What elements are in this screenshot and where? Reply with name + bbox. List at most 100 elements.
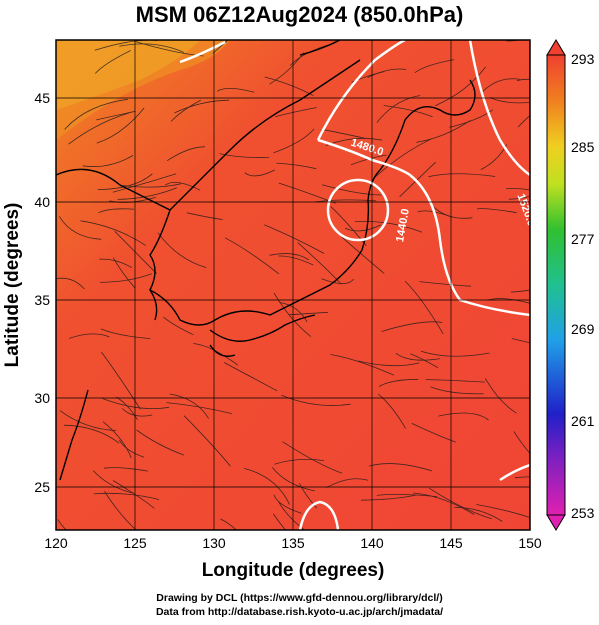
streamline [377, 393, 406, 429]
streamline [438, 412, 489, 421]
streamline [118, 439, 145, 458]
x-tick-label: 140 [360, 535, 384, 551]
x-axis: 120 125 130 135 140 145 150 [44, 535, 542, 551]
y-tick-label: 25 [34, 479, 50, 495]
streamline [96, 107, 145, 144]
streamline [413, 492, 475, 515]
streamline [383, 105, 433, 118]
streamline [517, 115, 530, 128]
streamline [321, 184, 382, 196]
streamline [516, 78, 530, 82]
streamline [112, 480, 155, 509]
streamline [315, 199, 377, 203]
streamline [299, 483, 318, 509]
colorbar-tick-label: 253 [571, 505, 595, 521]
streamline [63, 424, 120, 444]
x-tick-label: 125 [123, 535, 147, 551]
streamline [272, 513, 286, 530]
streamline [288, 311, 329, 316]
streamline [170, 99, 201, 122]
streamline [166, 402, 232, 414]
streamline [80, 220, 146, 246]
streamline [157, 232, 207, 268]
streamline [59, 410, 117, 431]
streamline [68, 112, 130, 145]
streamline [275, 107, 317, 118]
streamline [514, 476, 530, 479]
coastlines [56, 40, 476, 481]
colorbar-top-arrow [546, 39, 566, 56]
streamline [411, 423, 456, 443]
y-tick-label: 40 [34, 194, 50, 210]
streamline [330, 206, 367, 246]
x-tick-label: 145 [439, 535, 463, 551]
streamline [82, 155, 134, 167]
streamline [345, 224, 381, 232]
streamline [102, 398, 170, 409]
streamline [183, 415, 231, 467]
streamline [428, 487, 492, 520]
streamline [101, 351, 141, 410]
credit-drawing: Drawing by DCL (https://www.gfd-dennou.o… [156, 592, 443, 604]
streamline [410, 353, 439, 368]
streamline [428, 173, 496, 178]
streamline [99, 258, 133, 269]
streamline [430, 386, 484, 395]
streamline [449, 109, 494, 128]
credit-data: Data from http://database.rish.kyoto-u.a… [155, 606, 444, 618]
plot-frame [55, 39, 531, 531]
streamline [417, 210, 453, 218]
colorbar-tick-label: 269 [571, 321, 595, 337]
streamline [513, 431, 530, 455]
streamline [454, 507, 503, 522]
colorbar-tick-label: 277 [571, 231, 595, 247]
streamline [220, 518, 237, 530]
streamline [216, 88, 255, 93]
streamline [119, 43, 184, 53]
streamline [98, 208, 134, 214]
streamline [244, 169, 275, 177]
streamline [324, 129, 366, 139]
colorbar-tick-label: 261 [571, 413, 595, 429]
streamline [487, 298, 530, 304]
streamline [477, 208, 517, 214]
streamline [376, 95, 421, 123]
streamline [186, 212, 223, 220]
streamline [69, 333, 110, 339]
streamline [122, 183, 181, 188]
streamline [506, 40, 522, 42]
streamline [420, 350, 490, 357]
streamline [360, 494, 416, 501]
colorbar-tick-label: 285 [571, 139, 595, 155]
streamline [271, 467, 315, 492]
colorbar: 293 285 277 269 261 253 [546, 39, 595, 531]
streamline [169, 393, 209, 419]
streamline [174, 99, 230, 114]
x-tick-label: 150 [518, 535, 542, 551]
x-tick-label: 135 [281, 535, 305, 551]
streamline [485, 378, 517, 414]
streamline [103, 467, 148, 472]
streamline [276, 162, 317, 170]
streamline [274, 458, 325, 465]
streamline [278, 255, 314, 266]
streamline [511, 338, 530, 344]
streamline [508, 195, 530, 200]
y-axis: 25 30 35 40 45 [34, 90, 50, 495]
map-title: MSM 06Z12Aug2024 (850.0hPa) [135, 2, 464, 27]
streamline [99, 273, 152, 283]
streamline [376, 494, 438, 498]
streamline [94, 50, 131, 74]
y-tick-label: 45 [34, 90, 50, 106]
streamline [163, 316, 194, 336]
colorbar-tick-label: 293 [571, 51, 595, 67]
streamline [476, 504, 530, 519]
contour-label-1440: 1440.0 [394, 208, 412, 243]
streamline [367, 68, 407, 78]
streamline [223, 362, 278, 392]
streamline [489, 97, 530, 104]
streamline [273, 128, 315, 154]
x-tick-label: 130 [202, 535, 226, 551]
streamline [282, 441, 343, 474]
streamline [112, 173, 177, 193]
